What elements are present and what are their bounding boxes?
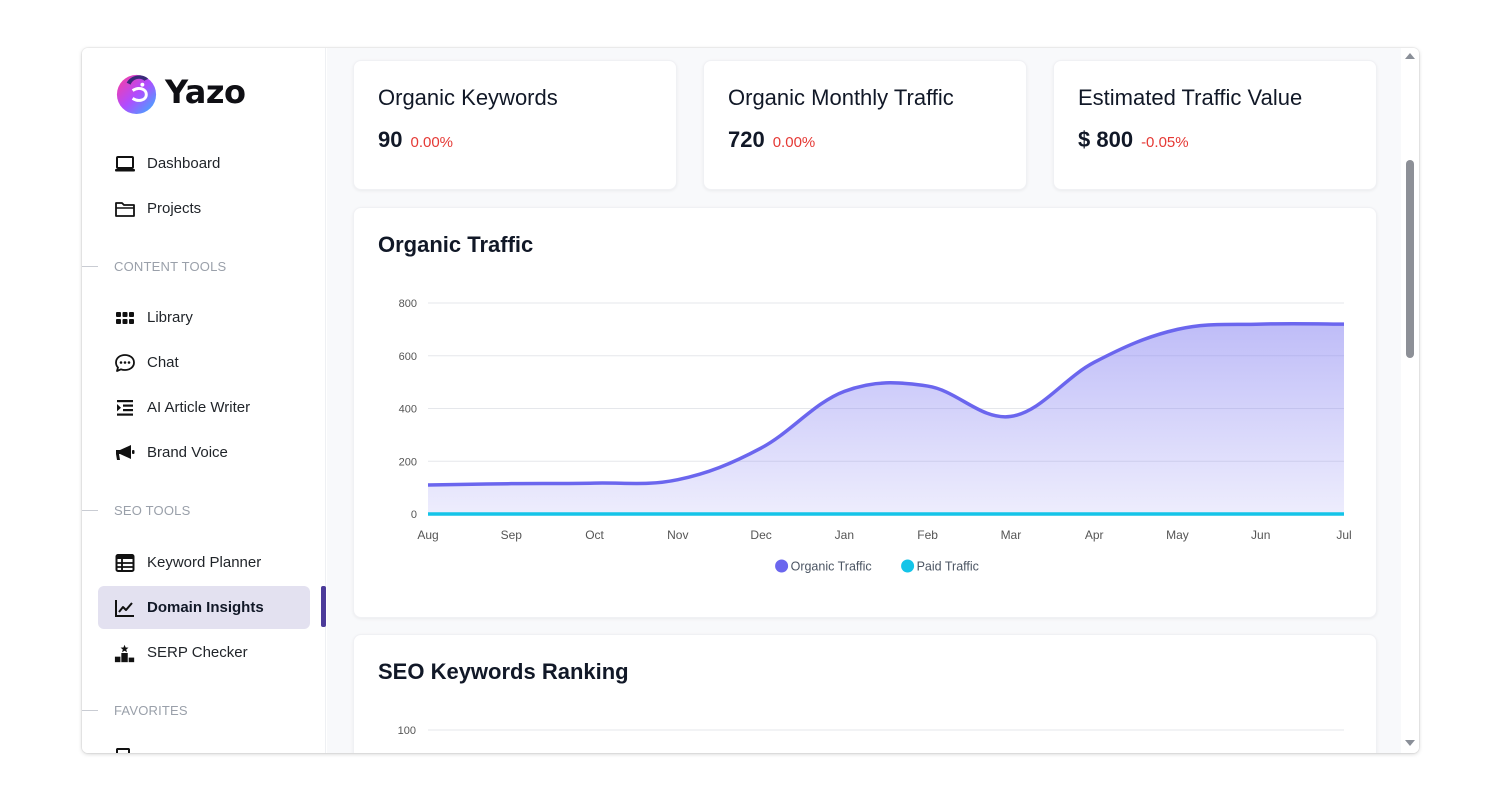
ranking-chart: 100 xyxy=(398,725,1344,737)
vertical-scrollbar[interactable] xyxy=(1401,48,1419,753)
legend-label: Paid Traffic xyxy=(917,560,979,574)
x-tick-label: Nov xyxy=(667,528,688,542)
stat-card-organic-keywords: Organic Keywords 90 0.00% xyxy=(353,60,677,190)
organic-traffic-card: Organic Traffic 0 200 400 600 800 Aug Sep Oct N… xyxy=(353,207,1377,618)
legend-marker-paid xyxy=(901,559,915,573)
stat-row: 90 0.00% xyxy=(378,127,453,153)
chat-bubble-icon xyxy=(114,352,136,374)
section-favorites: FAVORITES xyxy=(82,702,188,718)
sidebar-item-library[interactable]: Library xyxy=(98,296,310,339)
scroll-thumb[interactable] xyxy=(1406,160,1414,358)
brand-name: Yazo xyxy=(165,73,246,111)
x-tick-label: Dec xyxy=(750,528,771,542)
x-tick-label: Apr xyxy=(1085,528,1104,542)
y-tick-label: 400 xyxy=(399,404,417,416)
section-divider xyxy=(82,265,98,267)
indent-list-icon xyxy=(114,397,136,419)
sidebar-item-projects[interactable]: Projects xyxy=(98,187,310,230)
x-tick-label: Feb xyxy=(917,528,938,542)
sidebar-item-label: Domain Insights xyxy=(147,599,264,616)
section-divider xyxy=(82,509,98,511)
grid-icon xyxy=(114,307,136,329)
sidebar-item-label: Chat xyxy=(147,354,179,371)
seo-keywords-ranking-card: SEO Keywords Ranking 100 xyxy=(353,634,1377,753)
stat-row: $ 800 -0.05% xyxy=(1078,127,1189,153)
section-seo-tools: SEO TOOLS xyxy=(82,502,190,518)
sidebar-item-serp-checker[interactable]: SERP Checker xyxy=(98,631,310,674)
sidebar-item-label: Keyword Planner xyxy=(147,554,262,571)
megaphone-icon xyxy=(114,442,136,464)
legend-marker-organic xyxy=(775,559,789,573)
y-tick-label: 0 xyxy=(411,509,417,521)
stat-change: 0.00% xyxy=(772,134,816,151)
sidebar-item-label: Projects xyxy=(147,200,202,217)
sidebar-item-label: AI Article Writer xyxy=(147,399,251,416)
stat-value: $ 800 xyxy=(1078,127,1134,152)
y-tick-label: 100 xyxy=(398,725,416,737)
podium-icon xyxy=(114,642,136,664)
stat-card-estimated-traffic-value: Estimated Traffic Value $ 800 -0.05% xyxy=(1053,60,1377,190)
sidebar-item-ai-article-writer[interactable]: AI Article Writer xyxy=(98,386,310,429)
section-divider xyxy=(82,709,98,711)
app-window: Yazo Dashboard Projects CONTENT TOOLS Li… xyxy=(82,48,1419,753)
sidebar-item-keyword-planner[interactable]: Keyword Planner xyxy=(98,541,310,584)
stat-change: 0.00% xyxy=(410,134,454,151)
x-tick-label: May xyxy=(1166,528,1189,542)
active-indicator xyxy=(321,586,326,627)
stat-title: Organic Keywords xyxy=(378,85,558,110)
organic-traffic-line xyxy=(427,321,1345,487)
stat-title: Estimated Traffic Value xyxy=(1078,85,1303,110)
stat-title: Organic Monthly Traffic xyxy=(728,85,954,110)
stat-card-organic-monthly-traffic: Organic Monthly Traffic 720 0.00% xyxy=(703,60,1027,190)
card-title: SEO Keywords Ranking xyxy=(378,659,629,684)
y-tick-label: 200 xyxy=(399,456,417,468)
sidebar-item-label: SERP Checker xyxy=(147,644,248,661)
sidebar-item-label: Library xyxy=(147,309,193,326)
x-tick-label: Aug xyxy=(417,528,438,542)
stat-value: 720 xyxy=(728,127,765,152)
section-content-tools: CONTENT TOOLS xyxy=(82,258,226,274)
x-tick-label: Mar xyxy=(1001,528,1022,542)
organic-traffic-chart: 0 200 400 600 800 Aug Sep Oct Nov Dec Jan Feb Mar Ap… xyxy=(399,298,1352,574)
table-icon xyxy=(114,552,136,574)
scroll-up-arrow-icon[interactable] xyxy=(1405,53,1415,59)
card-title: Organic Traffic xyxy=(378,232,534,257)
organic-traffic-area xyxy=(428,323,1344,514)
favorite-item-icon[interactable] xyxy=(116,748,130,753)
section-label: SEO TOOLS xyxy=(114,502,191,518)
sidebar-item-domain-insights[interactable]: Domain Insights xyxy=(98,586,310,629)
stat-value: 90 xyxy=(378,127,403,152)
scroll-down-arrow-icon[interactable] xyxy=(1405,740,1415,746)
section-label: FAVORITES xyxy=(114,702,188,718)
x-tick-label: Sep xyxy=(501,528,523,542)
sidebar: Yazo Dashboard Projects CONTENT TOOLS Li… xyxy=(82,48,326,753)
brand-logo[interactable]: Yazo xyxy=(113,68,246,116)
sidebar-item-label: Brand Voice xyxy=(147,444,228,461)
line-chart-icon xyxy=(114,597,136,619)
laptop-icon xyxy=(114,153,136,175)
sidebar-item-chat[interactable]: Chat xyxy=(98,341,310,384)
y-tick-label: 800 xyxy=(399,298,417,310)
sidebar-item-label: Dashboard xyxy=(147,155,221,172)
sidebar-item-dashboard[interactable]: Dashboard xyxy=(98,142,310,185)
section-label: CONTENT TOOLS xyxy=(114,258,227,274)
x-tick-label: Oct xyxy=(585,528,604,542)
logo-icon xyxy=(116,74,157,114)
main-content: Organic Keywords 90 0.00% Organic Monthl… xyxy=(327,48,1401,753)
sidebar-item-brand-voice[interactable]: Brand Voice xyxy=(98,431,310,474)
x-tick-label: Jul xyxy=(1336,528,1351,542)
legend-label: Organic Traffic xyxy=(791,560,872,574)
stat-change: -0.05% xyxy=(1141,134,1189,151)
y-tick-label: 600 xyxy=(399,351,417,363)
x-tick-label: Jan xyxy=(835,528,854,542)
folder-icon xyxy=(114,198,136,220)
stat-row: 720 0.00% xyxy=(728,127,815,153)
x-tick-label: Jun xyxy=(1251,528,1270,542)
